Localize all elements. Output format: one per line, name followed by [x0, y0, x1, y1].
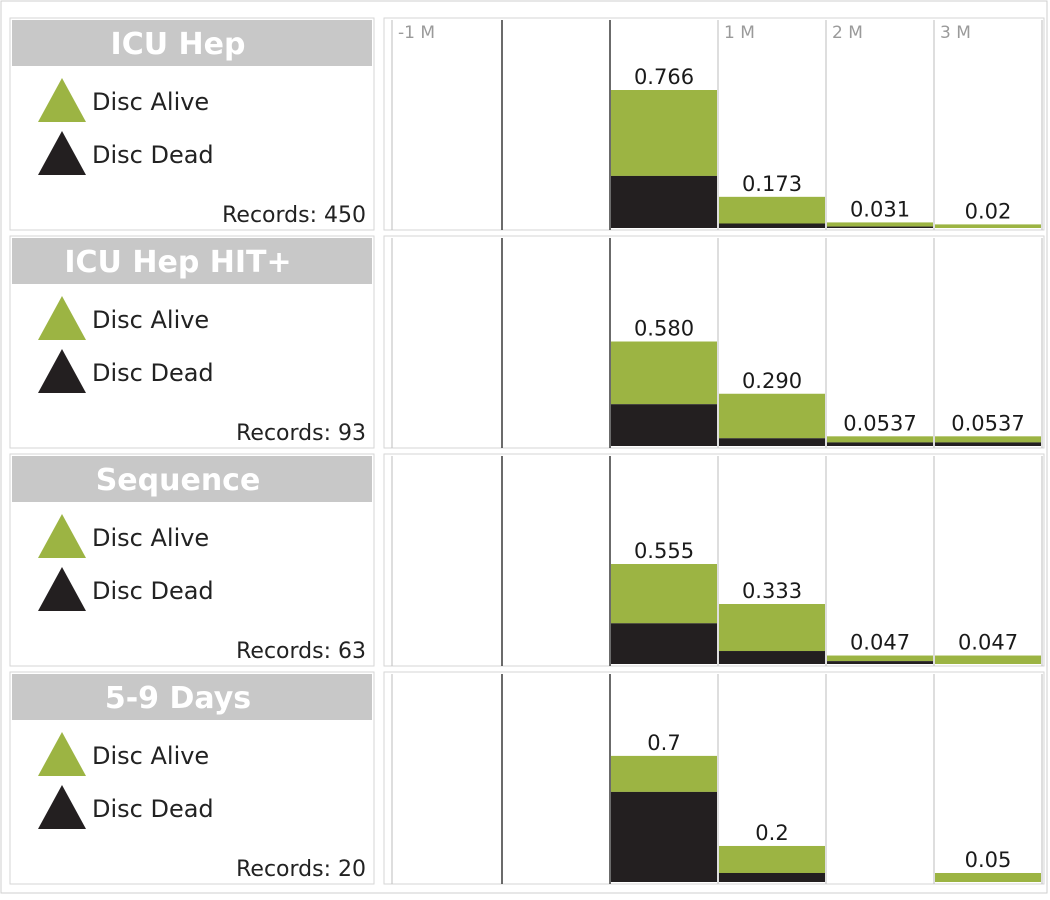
bar-dead-segment	[611, 404, 717, 446]
legend-label: Disc Dead	[92, 577, 214, 605]
triangle-icon	[38, 296, 86, 340]
bar-value-label: 0.173	[742, 172, 802, 196]
bar-dead-segment	[611, 623, 717, 664]
bar-value-label: 0.02	[965, 199, 1012, 223]
bar-alive-segment	[827, 655, 933, 662]
bar-alive-segment	[935, 436, 1041, 443]
bar-alive-segment	[719, 845, 825, 873]
bar-dead-segment	[611, 175, 717, 228]
triangle-icon	[38, 78, 86, 122]
bar-dead-segment	[827, 661, 933, 664]
bar-dead-segment	[827, 442, 933, 446]
bar-dead-segment	[827, 226, 933, 228]
x-tick-label: 2 M	[832, 23, 863, 43]
bar-dead-segment	[719, 872, 825, 882]
triangle-icon	[38, 567, 86, 611]
bar-alive-segment	[827, 222, 933, 227]
panel-title: ICU Hep	[111, 27, 246, 62]
bar-dead-segment	[719, 651, 825, 664]
panel-title: ICU Hep HIT+	[64, 245, 291, 280]
bar-alive-segment	[935, 655, 1041, 664]
bar-alive-segment	[611, 341, 717, 405]
records-count: Records: 20	[236, 857, 366, 882]
panel-title-bar	[12, 20, 372, 66]
records-count: Records: 63	[236, 639, 366, 664]
bar-alive-segment	[611, 564, 717, 624]
bar-value-label: 0.766	[634, 65, 694, 89]
legend-label: Disc Dead	[92, 359, 214, 387]
bar-alive-segment	[611, 90, 717, 176]
bar-value-label: 0.047	[850, 631, 910, 655]
panel-title: 5-9 Days	[105, 681, 251, 716]
triangle-icon	[38, 785, 86, 829]
legend-label: Disc Alive	[92, 88, 209, 116]
bar-value-label: 0.0537	[951, 411, 1024, 435]
bar-dead-segment	[719, 223, 825, 228]
bar-value-label: 0.0537	[843, 411, 916, 435]
triangle-icon	[38, 131, 86, 175]
legend-label: Disc Dead	[92, 795, 214, 823]
legend-label: Disc Alive	[92, 524, 209, 552]
bar-value-label: 0.05	[965, 848, 1012, 872]
triangle-icon	[38, 514, 86, 558]
bar-dead-segment	[719, 438, 825, 446]
x-tick-label: 3 M	[940, 23, 971, 43]
bar-value-label: 0.290	[742, 369, 802, 393]
bar-alive-segment	[827, 436, 933, 443]
legend-label: Disc Alive	[92, 306, 209, 334]
bar-dead-segment	[935, 442, 1041, 446]
legend-label: Disc Alive	[92, 742, 209, 770]
triangle-icon	[38, 349, 86, 393]
bar-alive-segment	[935, 224, 1041, 228]
bar-value-label: 0.031	[850, 197, 910, 221]
legend-label: Disc Dead	[92, 141, 214, 169]
records-count: Records: 450	[222, 203, 366, 228]
bar-alive-segment	[935, 872, 1041, 882]
bar-alive-segment	[719, 196, 825, 224]
bar-value-label: 0.2	[755, 821, 788, 845]
triangle-icon	[38, 732, 86, 776]
bar-alive-segment	[719, 393, 825, 439]
records-count: Records: 93	[236, 421, 366, 446]
x-tick-label: 1 M	[724, 23, 755, 43]
bar-value-label: 0.555	[634, 539, 694, 563]
bar-alive-segment	[611, 755, 717, 792]
bar-alive-segment	[719, 604, 825, 652]
x-tick-label: -1 M	[398, 23, 435, 43]
panel-title: Sequence	[96, 463, 261, 498]
bar-value-label: 0.580	[634, 317, 694, 341]
bar-value-label: 0.7	[647, 731, 680, 755]
panel-title-bar	[12, 456, 372, 502]
panel-title-bar	[12, 238, 372, 284]
bar-value-label: 0.047	[958, 631, 1018, 655]
panel-title-bar	[12, 674, 372, 720]
bar-value-label: 0.333	[742, 579, 802, 603]
bar-dead-segment	[611, 791, 717, 882]
